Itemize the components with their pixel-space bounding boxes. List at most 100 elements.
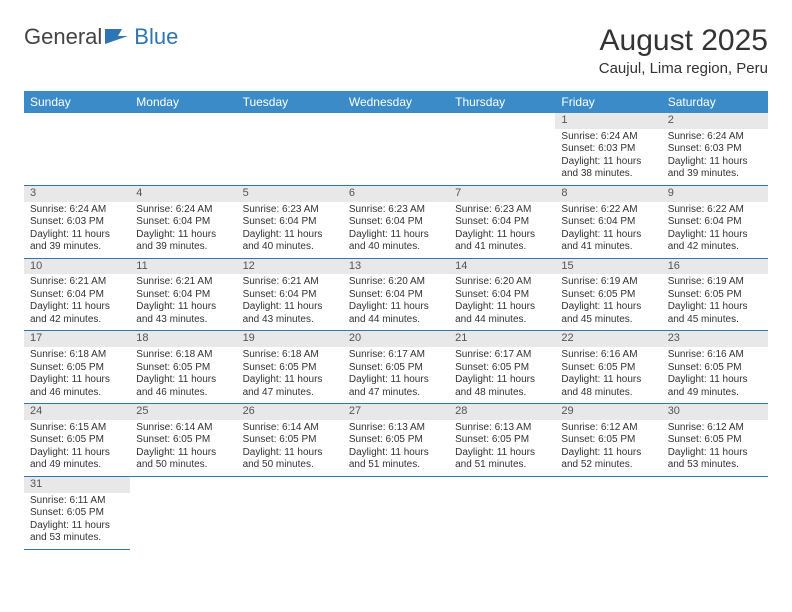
calendar-cell [449, 476, 555, 549]
calendar-cell: 26Sunrise: 6:14 AMSunset: 6:05 PMDayligh… [237, 404, 343, 477]
weekday-header: Thursday [449, 91, 555, 113]
calendar-cell: 5Sunrise: 6:23 AMSunset: 6:04 PMDaylight… [237, 185, 343, 258]
day-number: 17 [24, 331, 130, 347]
day-number: 6 [343, 186, 449, 202]
sunset-line: Sunset: 6:04 PM [668, 216, 762, 229]
sunset-line: Sunset: 6:05 PM [30, 434, 124, 447]
page-title: August 2025 [599, 24, 768, 58]
daylight-line: Daylight: 11 hours and 51 minutes. [349, 447, 443, 472]
day-number: 23 [662, 331, 768, 347]
sunrise-line: Sunrise: 6:24 AM [136, 204, 230, 217]
daylight-line: Daylight: 11 hours and 53 minutes. [30, 520, 124, 545]
weekday-header-row: Sunday Monday Tuesday Wednesday Thursday… [24, 91, 768, 113]
day-number: 24 [24, 404, 130, 420]
day-number: 31 [24, 477, 130, 493]
sunrise-line: Sunrise: 6:21 AM [30, 276, 124, 289]
calendar-row: 31Sunrise: 6:11 AMSunset: 6:05 PMDayligh… [24, 476, 768, 549]
day-number: 13 [343, 259, 449, 275]
day-number: 3 [24, 186, 130, 202]
calendar-cell [130, 476, 236, 549]
sunrise-line: Sunrise: 6:23 AM [349, 204, 443, 217]
daylight-line: Daylight: 11 hours and 48 minutes. [455, 374, 549, 399]
daylight-line: Daylight: 11 hours and 43 minutes. [243, 301, 337, 326]
sunset-line: Sunset: 6:04 PM [30, 289, 124, 302]
calendar-cell: 15Sunrise: 6:19 AMSunset: 6:05 PMDayligh… [555, 258, 661, 331]
calendar-cell: 23Sunrise: 6:16 AMSunset: 6:05 PMDayligh… [662, 331, 768, 404]
calendar-cell: 18Sunrise: 6:18 AMSunset: 6:05 PMDayligh… [130, 331, 236, 404]
sunset-line: Sunset: 6:04 PM [349, 289, 443, 302]
calendar-cell [130, 113, 236, 185]
sunset-line: Sunset: 6:05 PM [455, 362, 549, 375]
calendar-cell: 13Sunrise: 6:20 AMSunset: 6:04 PMDayligh… [343, 258, 449, 331]
day-number: 1 [555, 113, 661, 129]
sunrise-line: Sunrise: 6:19 AM [668, 276, 762, 289]
calendar-row: 1Sunrise: 6:24 AMSunset: 6:03 PMDaylight… [24, 113, 768, 185]
day-number: 4 [130, 186, 236, 202]
daylight-line: Daylight: 11 hours and 39 minutes. [136, 229, 230, 254]
sunrise-line: Sunrise: 6:19 AM [561, 276, 655, 289]
calendar-table: Sunday Monday Tuesday Wednesday Thursday… [24, 91, 768, 550]
sunset-line: Sunset: 6:04 PM [561, 216, 655, 229]
calendar-cell: 25Sunrise: 6:14 AMSunset: 6:05 PMDayligh… [130, 404, 236, 477]
daylight-line: Daylight: 11 hours and 52 minutes. [561, 447, 655, 472]
sunrise-line: Sunrise: 6:22 AM [668, 204, 762, 217]
calendar-row: 24Sunrise: 6:15 AMSunset: 6:05 PMDayligh… [24, 404, 768, 477]
header: General Blue August 2025 Caujul, Lima re… [24, 24, 768, 77]
sunrise-line: Sunrise: 6:23 AM [455, 204, 549, 217]
daylight-line: Daylight: 11 hours and 41 minutes. [455, 229, 549, 254]
calendar-cell: 1Sunrise: 6:24 AMSunset: 6:03 PMDaylight… [555, 113, 661, 185]
daylight-line: Daylight: 11 hours and 39 minutes. [668, 156, 762, 181]
sunrise-line: Sunrise: 6:13 AM [455, 422, 549, 435]
sunset-line: Sunset: 6:03 PM [30, 216, 124, 229]
calendar-cell: 8Sunrise: 6:22 AMSunset: 6:04 PMDaylight… [555, 185, 661, 258]
daylight-line: Daylight: 11 hours and 45 minutes. [561, 301, 655, 326]
sunrise-line: Sunrise: 6:14 AM [243, 422, 337, 435]
day-number: 5 [237, 186, 343, 202]
flag-icon [104, 27, 132, 47]
calendar-cell [237, 476, 343, 549]
sunrise-line: Sunrise: 6:16 AM [561, 349, 655, 362]
calendar-cell [555, 476, 661, 549]
daylight-line: Daylight: 11 hours and 49 minutes. [668, 374, 762, 399]
sunset-line: Sunset: 6:05 PM [243, 362, 337, 375]
calendar-cell [237, 113, 343, 185]
sunset-line: Sunset: 6:05 PM [455, 434, 549, 447]
calendar-cell: 3Sunrise: 6:24 AMSunset: 6:03 PMDaylight… [24, 185, 130, 258]
sunrise-line: Sunrise: 6:24 AM [561, 131, 655, 144]
day-number: 18 [130, 331, 236, 347]
calendar-cell: 4 Sunrise: 6:24 AMSunset: 6:04 PMDaylight… [130, 185, 236, 258]
calendar-cell: 24Sunrise: 6:15 AMSunset: 6:05 PMDayligh… [24, 404, 130, 477]
day-number: 16 [662, 259, 768, 275]
sunrise-line: Sunrise: 6:21 AM [243, 276, 337, 289]
weekday-header: Sunday [24, 91, 130, 113]
calendar-cell: 14Sunrise: 6:20 AMSunset: 6:04 PMDayligh… [449, 258, 555, 331]
sunset-line: Sunset: 6:04 PM [136, 289, 230, 302]
sunrise-line: Sunrise: 6:17 AM [349, 349, 443, 362]
sunset-line: Sunset: 6:03 PM [561, 143, 655, 156]
sunrise-line: Sunrise: 6:24 AM [668, 131, 762, 144]
daylight-line: Daylight: 11 hours and 48 minutes. [561, 374, 655, 399]
daylight-line: Daylight: 11 hours and 51 minutes. [455, 447, 549, 472]
calendar-cell: 6Sunrise: 6:23 AMSunset: 6:04 PMDaylight… [343, 185, 449, 258]
day-number: 20 [343, 331, 449, 347]
sunset-line: Sunset: 6:05 PM [668, 362, 762, 375]
sunset-line: Sunset: 6:04 PM [136, 216, 230, 229]
daylight-line: Daylight: 11 hours and 50 minutes. [136, 447, 230, 472]
calendar-cell: 9Sunrise: 6:22 AMSunset: 6:04 PMDaylight… [662, 185, 768, 258]
sunset-line: Sunset: 6:04 PM [243, 216, 337, 229]
calendar-cell: 30Sunrise: 6:12 AMSunset: 6:05 PMDayligh… [662, 404, 768, 477]
calendar-cell: 20Sunrise: 6:17 AMSunset: 6:05 PMDayligh… [343, 331, 449, 404]
calendar-cell: 10Sunrise: 6:21 AMSunset: 6:04 PMDayligh… [24, 258, 130, 331]
sunset-line: Sunset: 6:05 PM [349, 434, 443, 447]
daylight-line: Daylight: 11 hours and 50 minutes. [243, 447, 337, 472]
daylight-line: Daylight: 11 hours and 53 minutes. [668, 447, 762, 472]
sunset-line: Sunset: 6:05 PM [561, 289, 655, 302]
sunset-line: Sunset: 6:05 PM [136, 434, 230, 447]
weekday-header: Wednesday [343, 91, 449, 113]
sunset-line: Sunset: 6:05 PM [30, 507, 124, 520]
sunrise-line: Sunrise: 6:12 AM [561, 422, 655, 435]
sunrise-line: Sunrise: 6:17 AM [455, 349, 549, 362]
day-number: 19 [237, 331, 343, 347]
calendar-cell: 11Sunrise: 6:21 AMSunset: 6:04 PMDayligh… [130, 258, 236, 331]
daylight-line: Daylight: 11 hours and 42 minutes. [30, 301, 124, 326]
